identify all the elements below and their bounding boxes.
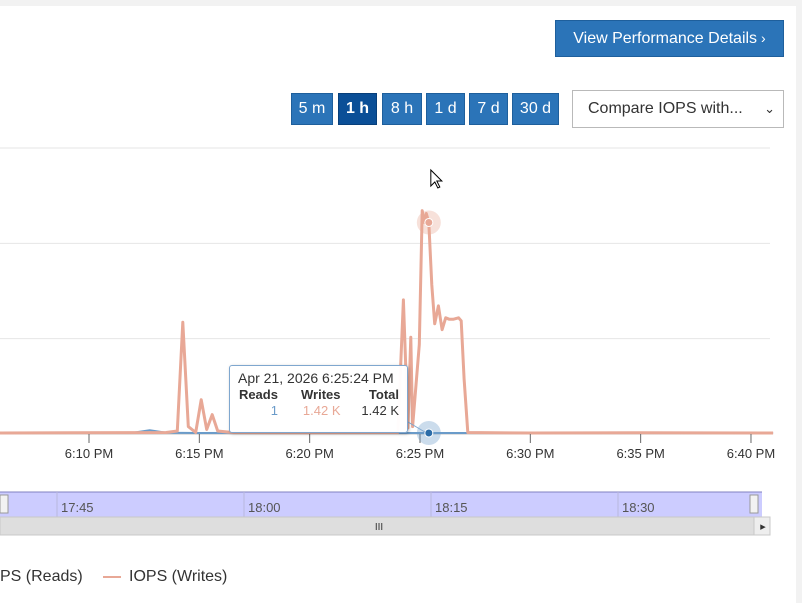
x-tick-label: 6:15 PM bbox=[175, 446, 223, 461]
legend-item-reads[interactable]: PS (Reads) bbox=[0, 568, 83, 585]
compare-iops-select[interactable]: Compare IOPS with... ⌄ bbox=[572, 90, 784, 128]
x-tick-label: 6:40 PM bbox=[727, 446, 775, 461]
scrollbar-right-arrow[interactable] bbox=[753, 516, 771, 536]
series-line-writes bbox=[0, 209, 774, 435]
tooltip-header-reads: Reads bbox=[238, 386, 278, 402]
compare-select-value: Compare IOPS with... bbox=[588, 100, 743, 117]
x-tick-label: 6:35 PM bbox=[616, 446, 664, 461]
view-performance-details-button[interactable]: View Performance Details › bbox=[555, 20, 784, 57]
x-tick-label: 6:30 PM bbox=[506, 446, 554, 461]
navigator-label: 18:30 bbox=[622, 500, 655, 515]
navigator-left-handle[interactable] bbox=[0, 494, 9, 514]
navigator-label: 17:45 bbox=[61, 500, 94, 515]
navigator-scrollbar[interactable] bbox=[0, 516, 771, 536]
scrollbar-grip-icon: III bbox=[375, 522, 383, 533]
x-axis: PM6:10 PM6:15 PM6:20 PM6:25 PM6:30 PM6:3… bbox=[65, 434, 775, 461]
chart-tooltip: Apr 21, 2026 6:25:24 PM Reads Writes Tot… bbox=[229, 365, 408, 433]
navigator-mask bbox=[0, 492, 762, 517]
navigator[interactable]: 17:45 18:00 18:15 18:30 III ▸ bbox=[0, 491, 771, 536]
legend-item-writes[interactable]: IOPS (Writes) bbox=[129, 568, 228, 585]
arrow-right-icon: ▸ bbox=[760, 521, 766, 533]
chevron-right-icon: › bbox=[761, 30, 766, 46]
tooltip-value-total: 1.42 K bbox=[361, 402, 399, 418]
x-tick-label: 6:20 PM bbox=[285, 446, 333, 461]
range-button-30d[interactable]: 30 d bbox=[512, 93, 559, 125]
tooltip-header-writes: Writes bbox=[301, 386, 341, 402]
range-button-8h[interactable]: 8 h bbox=[382, 93, 422, 125]
x-tick-label: 6:25 PM bbox=[396, 446, 444, 461]
navigator-label: 18:15 bbox=[435, 500, 468, 515]
x-tick-label: 6:10 PM bbox=[65, 446, 113, 461]
range-button-5m[interactable]: 5 m bbox=[291, 93, 333, 125]
navigator-labels: 17:45 18:00 18:15 18:30 bbox=[56, 492, 655, 517]
tooltip-value-reads: 1 bbox=[270, 402, 278, 418]
tooltip-table: Reads Writes Total 1 1.42 K 1.42 K bbox=[238, 386, 399, 418]
range-button-1d[interactable]: 1 d bbox=[426, 93, 465, 125]
chart-markers bbox=[407, 168, 444, 445]
range-button-1h[interactable]: 1 h bbox=[338, 93, 377, 125]
tooltip-value-writes: 1.42 K bbox=[302, 402, 341, 418]
range-button-7d[interactable]: 7 d bbox=[469, 93, 508, 125]
tooltip-title: Apr 21, 2026 6:25:24 PM bbox=[238, 370, 394, 386]
navigator-right-handle[interactable] bbox=[749, 494, 759, 514]
mouse-cursor-icon bbox=[430, 168, 444, 189]
writes-point-marker[interactable] bbox=[424, 217, 434, 227]
details-button-label: View Performance Details bbox=[573, 30, 758, 47]
navigator-label: 18:00 bbox=[248, 500, 281, 515]
reads-point-marker[interactable] bbox=[424, 428, 434, 438]
tooltip-connector bbox=[407, 421, 426, 433]
chevron-down-icon: ⌄ bbox=[764, 101, 775, 116]
tooltip-header-total: Total bbox=[368, 386, 399, 402]
